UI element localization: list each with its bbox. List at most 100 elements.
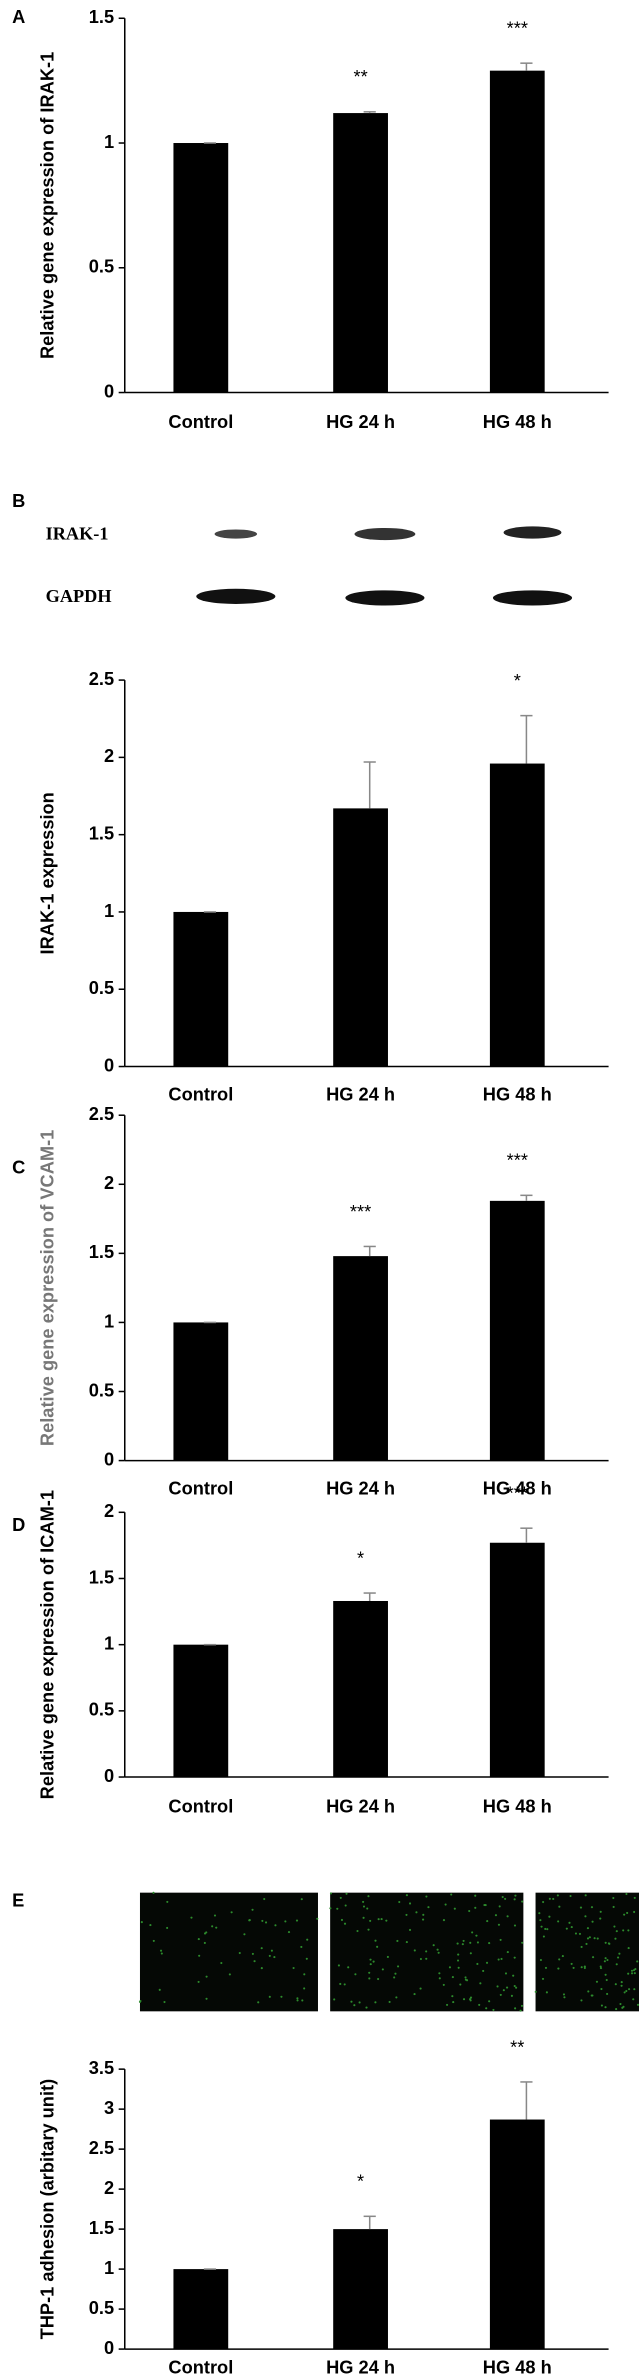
- cell-dot: [580, 1999, 583, 2002]
- y-axis-title: Relative gene expression of VCAM-1: [37, 1130, 58, 1446]
- panel-label: E: [12, 1890, 24, 1911]
- cell-dot: [405, 1913, 408, 1916]
- y-tick-label: 2: [104, 1172, 114, 1193]
- cell-dot: [362, 1916, 365, 1919]
- cell-dot: [203, 1941, 206, 1945]
- cell-dot: [599, 1910, 602, 1913]
- cell-dot: [607, 1942, 610, 1945]
- cell-dot: [558, 1958, 561, 1961]
- cell-dot: [499, 1938, 502, 1941]
- cell-dot: [354, 1973, 357, 1976]
- cell-dot: [367, 1928, 370, 1931]
- cell-dot: [368, 1977, 371, 1980]
- cell-dot: [599, 1967, 603, 1970]
- cell-dot: [316, 1917, 319, 1920]
- cell-dot: [374, 1939, 377, 1942]
- cell-dot: [627, 1972, 630, 1975]
- cell-dot: [303, 1973, 306, 1976]
- y-tick-label: 2.5: [89, 668, 114, 689]
- cell-dot: [500, 1957, 503, 1961]
- cell-dot: [627, 1947, 630, 1950]
- cell-dot: [562, 1993, 566, 1996]
- cell-dot: [300, 1898, 303, 1901]
- cell-dot: [469, 1952, 472, 1955]
- significance: **: [510, 2036, 524, 2057]
- x-tick-label: HG 48 h: [483, 1795, 552, 1816]
- cell-dot: [552, 1897, 555, 1901]
- y-tick-label: 1: [104, 1310, 114, 1331]
- bar: [173, 2269, 229, 2350]
- cell-dot: [630, 1972, 634, 1975]
- cell-dot: [442, 1983, 445, 1986]
- cell-dot: [422, 1918, 425, 1921]
- cell-dot: [345, 1892, 348, 1895]
- cell-dot: [622, 1929, 625, 1932]
- y-axis-title: IRAK-1 expression: [37, 792, 58, 954]
- y-tick-label: 2: [104, 745, 114, 766]
- cell-dot: [580, 1945, 583, 1949]
- x-tick-label: Control: [168, 1795, 233, 1816]
- cell-dot: [419, 1987, 422, 1990]
- cell-dot: [633, 1972, 636, 1975]
- cell-dot: [474, 1906, 477, 1909]
- cell-dot: [513, 1924, 517, 1927]
- cell-dot: [461, 1943, 464, 1946]
- x-tick-label: Control: [168, 1477, 233, 1498]
- cell-dot: [578, 1932, 582, 1935]
- cell-dot: [596, 1937, 599, 1940]
- cell-dot: [213, 1914, 217, 1917]
- cell-dot: [152, 1939, 155, 1943]
- cell-dot: [253, 1960, 256, 1963]
- x-tick-label: Control: [168, 2357, 233, 2378]
- cell-dot: [422, 1913, 425, 1916]
- cell-dot: [544, 1927, 547, 1931]
- cell-dot: [558, 1905, 561, 1908]
- y-tick-label: 0.5: [89, 1379, 114, 1400]
- cell-dot: [514, 2007, 517, 2010]
- cell-dot: [344, 1904, 347, 1907]
- cell-dot: [587, 1990, 590, 1993]
- cell-dot: [273, 1956, 276, 1959]
- cell-dot: [579, 1906, 583, 1909]
- cell-dot: [521, 1900, 524, 1903]
- cell-dot: [268, 1954, 271, 1957]
- bar: [333, 2229, 388, 2350]
- cell-dot: [413, 1993, 416, 1996]
- y-axis-title: THP-1 adhesion (arbitary unit): [37, 2079, 58, 2340]
- cell-dot: [504, 1897, 507, 1900]
- cell-dot: [337, 1964, 340, 1967]
- cell-dot: [396, 1939, 399, 1943]
- cell-dot: [438, 1972, 441, 1975]
- cell-dot: [365, 2006, 368, 2009]
- panel-label: C: [12, 1156, 25, 1177]
- cell-dot: [605, 1978, 608, 1982]
- cell-dot: [595, 1980, 599, 1983]
- cell-dot: [260, 1967, 263, 1970]
- significance: **: [353, 66, 367, 87]
- cell-dot: [485, 2007, 488, 2010]
- significance: ***: [507, 1483, 528, 1504]
- blot-label: IRAK-1: [46, 524, 109, 544]
- cell-dot: [546, 1928, 549, 1931]
- cell-dot: [305, 1957, 308, 1960]
- x-tick-label: HG 24 h: [326, 411, 395, 432]
- cell-dot: [541, 1977, 545, 1980]
- y-tick-label: 1.5: [89, 822, 114, 843]
- cell-dot: [248, 1919, 251, 1922]
- cell-dot: [333, 1998, 336, 2001]
- cell-dot: [632, 1998, 635, 2001]
- cell-dot: [513, 1898, 516, 1901]
- bar: [173, 1644, 229, 1778]
- cell-dot: [478, 2003, 481, 2006]
- cell-dot: [456, 1942, 459, 1945]
- cell-dot: [492, 2008, 495, 2012]
- cell-dot: [274, 1924, 277, 1927]
- y-tick-label: 1.5: [89, 2217, 114, 2238]
- y-tick-label: 1.5: [89, 6, 114, 27]
- y-tick-label: 0: [104, 2337, 114, 2358]
- cell-dot: [593, 1937, 596, 1940]
- panel-label: A: [12, 6, 25, 27]
- cell-dot: [339, 1896, 342, 1899]
- cell-dot: [617, 1956, 620, 1959]
